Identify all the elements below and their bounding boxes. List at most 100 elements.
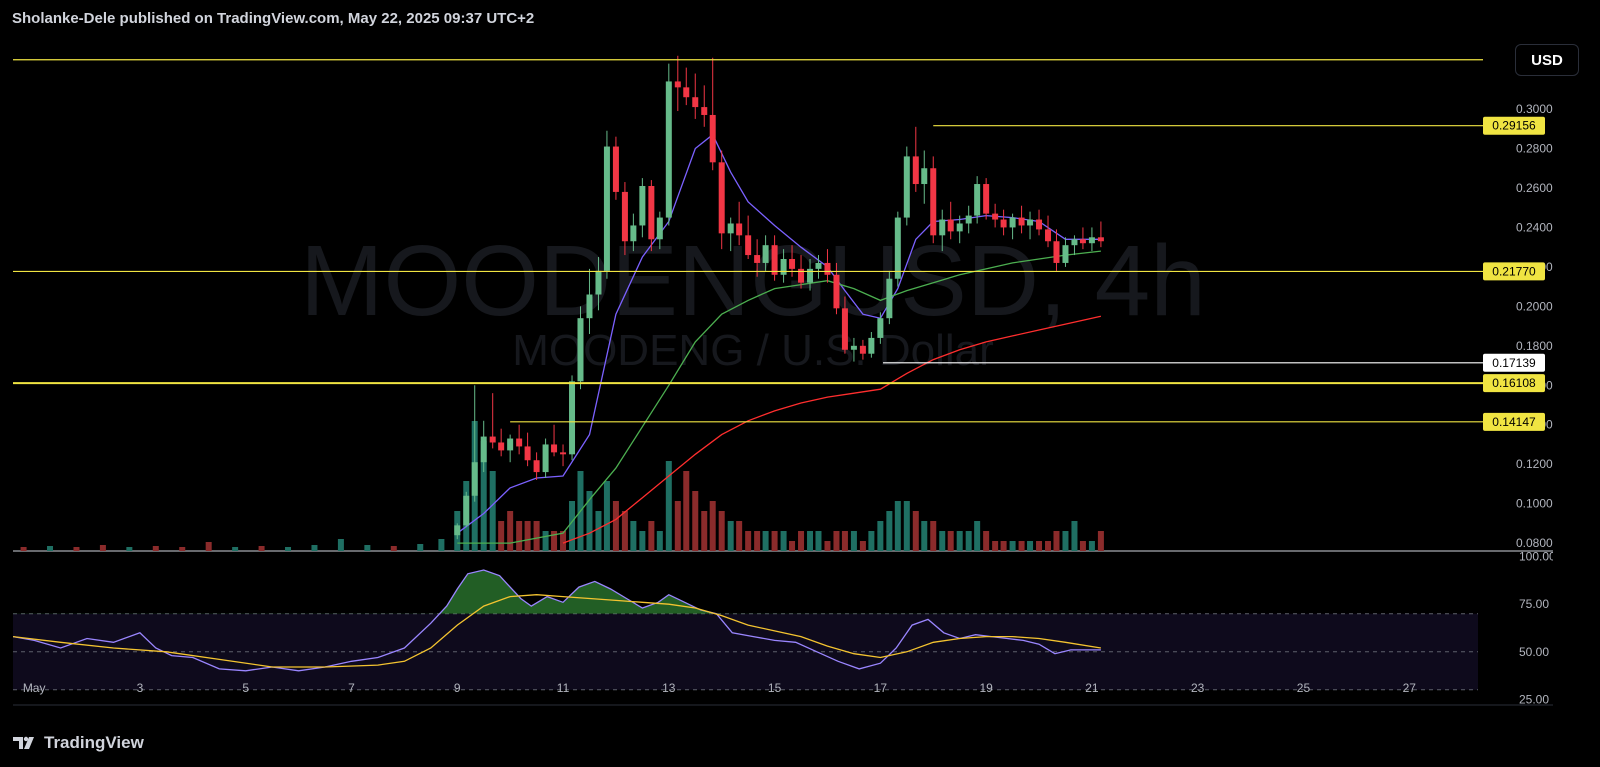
volume-bar: [639, 531, 646, 551]
volume-bar: [569, 501, 576, 551]
volume-bar: [586, 491, 593, 551]
volume-bar: [480, 441, 487, 551]
volume-bar: [868, 531, 875, 551]
volume-bar: [152, 546, 159, 551]
candle-body: [524, 446, 531, 461]
volume-bar: [921, 521, 928, 551]
candle-body: [718, 162, 725, 234]
time-axis-label: 15: [768, 681, 782, 695]
candle-body: [807, 268, 814, 283]
currency-button[interactable]: USD: [1515, 44, 1579, 76]
candle-body: [1053, 241, 1060, 263]
volume-bar: [956, 531, 963, 551]
candle-body: [983, 184, 990, 214]
volume-bar: [1071, 521, 1078, 551]
time-axis-label: 25: [1297, 681, 1311, 695]
volume-bar: [533, 521, 540, 551]
volume-bar: [859, 541, 866, 551]
volume-bar: [1009, 541, 1016, 551]
volume-bar: [877, 521, 884, 551]
candle-body: [1088, 237, 1095, 244]
volume-bar: [612, 501, 619, 551]
rsi-ma-line: [13, 594, 1102, 668]
rsi-line: [13, 569, 1101, 672]
volume-bar: [762, 531, 769, 551]
candle-body: [789, 259, 796, 269]
volume-bar: [656, 531, 663, 551]
volume-bar: [701, 511, 708, 551]
volume-bar: [992, 541, 999, 551]
volume-bar: [603, 481, 610, 551]
time-axis-label: 23: [1191, 681, 1205, 695]
volume-bar: [780, 531, 787, 551]
footer-brand: TradingView: [44, 733, 144, 752]
candle-body: [1009, 217, 1016, 228]
volume-bar: [1000, 541, 1007, 551]
candle-body: [930, 168, 937, 236]
candle-body: [965, 215, 972, 224]
candle-body: [674, 81, 681, 88]
candle-body: [727, 223, 734, 234]
candle-body: [498, 442, 505, 451]
candle-body: [516, 438, 523, 447]
volume-bar: [285, 547, 292, 551]
candle-body: [824, 262, 831, 275]
volume-bar: [498, 521, 505, 551]
volume-bar: [798, 531, 805, 551]
moving-average-line-3: [562, 315, 1102, 544]
volume-bar: [850, 531, 857, 551]
volume-bar: [205, 542, 212, 551]
candle-body: [1097, 237, 1104, 242]
volume-bar: [939, 531, 946, 551]
price-level-tag: [1483, 353, 1545, 372]
moving-average-line-1: [456, 133, 1101, 534]
candle-body: [886, 278, 893, 319]
volume-bar: [621, 511, 628, 551]
volume-bar: [736, 521, 743, 551]
volume-bar: [311, 545, 318, 551]
volume-bar: [1018, 541, 1025, 551]
candle-body: [798, 268, 805, 283]
time-axis-label: 7: [348, 681, 355, 695]
volume-bar: [507, 511, 514, 551]
volume-bar: [179, 547, 186, 551]
volume-bar: [20, 547, 27, 551]
candle-body: [859, 345, 866, 354]
rsi-axis-label: 75.00: [1519, 597, 1549, 611]
candle-body: [639, 186, 646, 226]
candle-body: [648, 186, 655, 240]
volume-bar: [1079, 541, 1086, 551]
candle-body: [939, 219, 946, 236]
candle-body: [595, 270, 602, 295]
candle-body: [974, 184, 981, 216]
candle-body: [630, 225, 637, 242]
candle-body: [815, 262, 822, 269]
candle-body: [956, 223, 963, 232]
publisher-line: Sholanke-Dele published on TradingView.c…: [12, 10, 535, 27]
volume-bar: [630, 521, 637, 551]
candle-body: [868, 337, 875, 354]
candle-body: [1027, 219, 1034, 226]
footer[interactable]: TradingView: [12, 733, 144, 753]
time-axis-label: 17: [874, 681, 888, 695]
candle-body: [542, 444, 549, 473]
volume-bar: [718, 511, 725, 551]
price-level-label: 0.16108: [1492, 376, 1536, 390]
candle-body: [463, 495, 470, 526]
candle-body: [912, 156, 919, 185]
price-level-tag: [1483, 116, 1545, 135]
volume-bar: [47, 546, 54, 551]
price-level-tag: [1483, 412, 1545, 431]
time-axis-label: 11: [557, 681, 570, 695]
candle-body: [489, 436, 496, 443]
volume-bar: [1027, 541, 1034, 551]
